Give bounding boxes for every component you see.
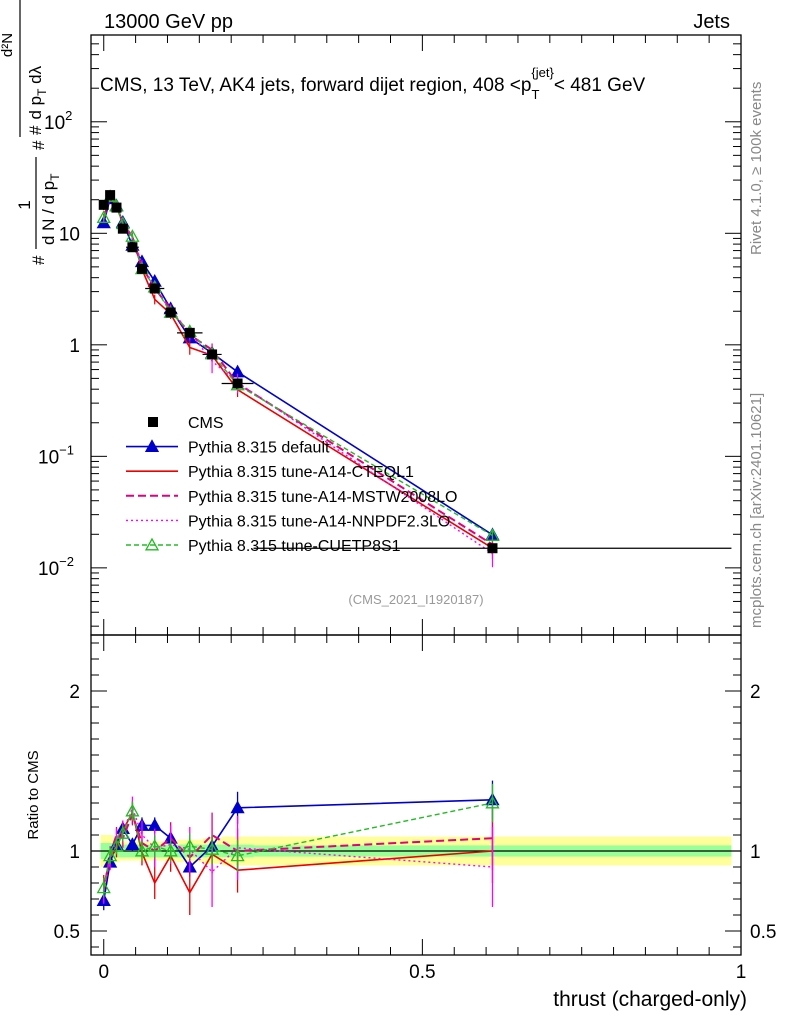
legend-marker-default [144,439,160,453]
ratio-yticks: 0.5 0.5 1 1 2 2 [54,642,776,948]
ratio-marker-cuetp [134,843,150,857]
ratio-ytick-label-right: 0.5 [750,922,776,943]
rivet-label: Rivet 4.1.0, ≥ 100k events [748,82,765,255]
main-line-nnpdf [103,196,493,554]
legend-label: Pythia 8.315 default [188,440,330,457]
ratio-marker-cuetp [96,880,111,894]
ratio-marker-cuetp [182,838,197,852]
main-line-default [102,196,493,536]
ratio-line-mstw [102,811,493,892]
ratio-marker-cuetp [109,838,124,852]
ylabel-frac2-num: d²N [0,33,16,57]
analysis-id: (CMS_2021_I1920187) [348,592,483,607]
main-ylabel: # 1 d N / d pT # d²N #d pT dλ [0,0,62,265]
x-tick-label: 0.5 [409,962,435,983]
main-marker-cuetp [125,229,140,242]
cms-point [149,283,160,294]
legend-label: CMS [188,415,224,432]
legend-label: Pythia 8.315 tune-A14-MSTW2008LO [188,489,457,506]
ratio-marker-cuetp [115,826,130,839]
main-mc-lines [96,189,500,568]
title-tail: < 481 GeV [554,75,646,96]
ratio-xticks: 0 0.5 1 [98,635,746,983]
main-yticks: 10−2 10−1 1 10 102 [38,34,741,627]
ratio-series [96,780,500,915]
main-ytick-label: 10−1 [38,442,74,468]
mcplots-label: mcplots.cern.ch [arXiv:2401.10621] [748,393,765,628]
legend-marker-cuetp [144,537,160,551]
main-data-points [98,190,732,554]
ratio-marker-default [125,837,140,851]
ratio-ytick-label-right: 1 [750,842,761,863]
cms-point [105,190,116,201]
legend-label: Pythia 8.315 tune-A14-NNPDF2.3LO [188,513,450,530]
main-ytick-label: 102 [44,108,72,134]
main-marker-cuetp [96,210,111,223]
ylabel-prefix: # [29,255,48,265]
ratio-marker-cuetp [204,842,220,855]
ratio-marker-cuetp [163,843,178,857]
x-axis-label: thrust (charged-only) [553,988,747,1011]
legend: CMS Pythia 8.315 default Pythia 8.315 tune… [126,415,457,555]
x-tick-label: 1 [736,962,747,983]
ratio-panel: 0.5 0.51 12 2 0 0.5 1 Ratio to CMS thrust (ch… [25,634,776,1011]
main-ytick-label: 10−2 [38,554,74,580]
main-panel: 10−2 10−1 1 10 102 (CMS_2021_I1920187) CMS Py… [38,34,742,636]
ratio-marker-cuetp [230,848,245,862]
cms-point [184,327,195,338]
ylabel-frac2-den: #d pT dλ [26,65,49,135]
legend-marker-cms [148,417,158,427]
cms-point [127,242,138,253]
cms-point [487,543,498,554]
cms-point [136,263,147,274]
ylabel-frac1-num: 1 [15,200,34,209]
main-line-cuetp [103,194,493,537]
x-tick-label: 0 [98,962,109,983]
title-sup: {jet} [531,65,554,80]
ratio-marker-cuetp [125,803,140,817]
main-ytick-label: 1 [69,336,80,357]
legend-label: Pythia 8.315 tune-A14-CTEQL1 [188,464,414,481]
ratio-ytick-label-left: 0.5 [54,922,80,943]
title-main: CMS, 13 TeV, AK4 jets, forward dijet reg… [100,75,531,96]
header-right: Jets [693,11,730,33]
cms-point [207,349,218,360]
ratio-marker-cuetp [147,838,162,852]
cms-point [165,307,176,318]
legend-label: Pythia 8.315 tune-CUETP8S1 [188,538,401,555]
ratio-ytick-label-left: 1 [69,842,80,863]
main-ytick-label: 10 [59,224,80,245]
ratio-marker-cuetp [485,795,500,809]
main-marker-cuetp [485,528,500,541]
ratio-ylabel: Ratio to CMS [25,750,42,839]
cms-point [111,202,122,213]
cms-point [98,199,109,210]
ratio-marker-default [230,800,245,814]
main-xticks [103,35,742,635]
ratio-ytick-label-right: 2 [750,682,761,703]
ylabel-inner-num: # [29,140,48,150]
ratio-ytick-label-left: 2 [69,682,80,703]
cms-point [117,223,128,234]
title-sub: T [531,87,539,102]
ratio-marker-cuetp [103,848,118,862]
header-left: 13000 GeV pp [104,11,233,33]
plot-title: CMS, 13 TeV, AK4 jets, forward dijet reg… [100,65,646,102]
ylabel-frac1-den: d N / d pT [39,173,62,245]
cms-point [232,378,243,389]
ratio-frame [90,634,742,956]
